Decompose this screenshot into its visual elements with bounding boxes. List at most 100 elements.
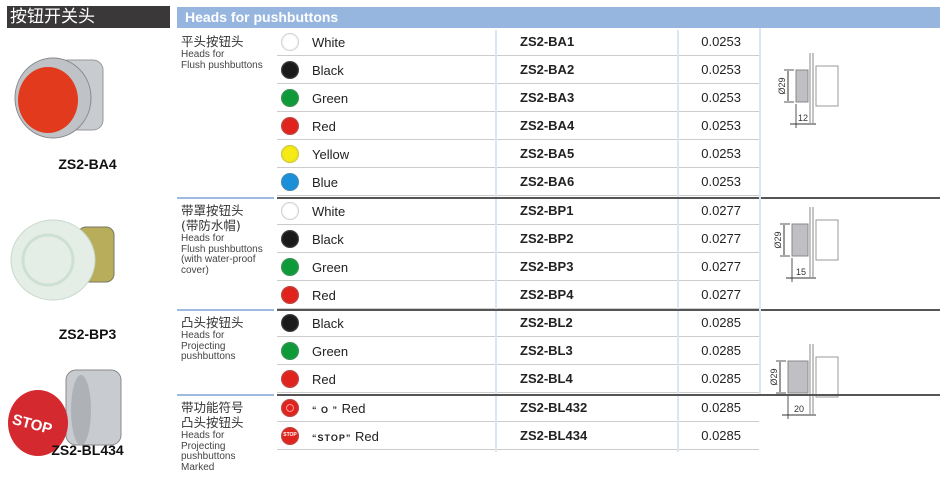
o-symbol-icon: [286, 404, 294, 412]
weight-value: 0.0277: [701, 231, 741, 246]
color-swatch-icon: [281, 173, 299, 191]
color-name: Green: [312, 344, 349, 359]
color-name: Green: [312, 91, 349, 106]
weight-value: 0.0285: [701, 371, 741, 386]
group-divider: [177, 197, 274, 199]
group-label: 凸头按钮头 Heads for Projecting pushbuttons: [181, 315, 279, 363]
column-divider: [495, 311, 497, 394]
color-swatch-icon: [281, 202, 299, 220]
color-swatch-icon: [281, 314, 299, 332]
group-label: 平头按钮头 Heads for Flush pushbuttons: [181, 34, 279, 71]
color-name: Black: [312, 232, 344, 247]
table-row: Red ZS2-BL4 0.0285: [277, 365, 759, 393]
table-row: “ O ” Red ZS2-BL432 0.0285: [277, 394, 759, 422]
group-divider: [277, 197, 940, 199]
color-label: Green: [312, 260, 348, 275]
group-title-en: Heads for Flush pushbuttons: [181, 49, 263, 71]
group: 带罩按钮头 (带防水帽) Heads for Flush pushbuttons …: [177, 197, 940, 311]
color-name: Black: [312, 63, 344, 78]
table-row: STOP “STOP” Red ZS2-BL434 0.0285: [277, 422, 759, 450]
color-label: Black: [312, 232, 344, 247]
group-title-cn: 带罩按钮头 (带防水帽): [181, 203, 244, 233]
color-name: Red: [354, 429, 379, 444]
weight-value: 0.0253: [701, 174, 741, 189]
table-row: Black ZS2-BP2 0.0277: [277, 225, 759, 253]
model-code: ZS2-BA1: [520, 34, 575, 49]
color-swatch-icon: [281, 399, 299, 417]
color-name: Red: [312, 372, 336, 387]
product-zs2-bl434: STOP ZS2-BL434: [0, 360, 175, 500]
marking-label: “ O ”: [312, 405, 339, 415]
model-code: ZS2-BL432: [520, 400, 588, 415]
color-label: Red: [312, 119, 336, 134]
column-divider: [495, 199, 497, 309]
dimension-drawing: Ø29 15: [773, 207, 839, 282]
color-name: Yellow: [312, 147, 350, 162]
color-label: Blue: [312, 175, 338, 190]
weight-value: 0.0277: [701, 259, 741, 274]
column-divider: [759, 28, 761, 197]
model-code: ZS2-BP1: [520, 203, 574, 218]
covered-pushbutton-image: [10, 219, 115, 301]
model-code: ZS2-BP2: [520, 231, 574, 246]
flush-pushbutton-image: [14, 57, 104, 139]
color-swatch-icon: [281, 117, 299, 135]
length-label: 20: [794, 404, 804, 414]
table-row: Blue ZS2-BA6 0.0253: [277, 168, 759, 196]
color-swatch-icon: [281, 342, 299, 360]
color-name: White: [312, 204, 346, 219]
weight-value: 0.0253: [701, 146, 741, 161]
group-title-en: Heads for Projecting pushbuttons: [181, 330, 236, 362]
section-header: Heads for pushbuttons: [177, 7, 940, 28]
model-code: ZS2-BL4: [520, 371, 573, 386]
model-code: ZS2-BP4: [520, 287, 574, 302]
weight-value: 0.0285: [701, 400, 741, 415]
model-code: ZS2-BL434: [520, 428, 588, 443]
product-zs2-ba4: ZS2-BA4: [0, 40, 175, 180]
length-label: 12: [798, 113, 808, 123]
group-title-en: Heads for Projecting pushbuttons Marked: [181, 430, 236, 473]
table-row: Green ZS2-BL3 0.0285: [277, 337, 759, 365]
color-label: White: [312, 204, 345, 219]
weight-value: 0.0285: [701, 315, 741, 330]
color-name: Black: [312, 316, 344, 331]
group-label: 带罩按钮头 (带防水帽) Heads for Flush pushbuttons …: [181, 203, 279, 276]
table-row: White ZS2-BP1 0.0277: [277, 197, 759, 225]
product-code: ZS2-BP3: [58, 326, 117, 342]
color-label: “STOP” Red: [312, 429, 379, 444]
stop-symbol-icon: STOP: [283, 432, 297, 438]
column-divider: [677, 199, 679, 311]
column-divider: [495, 30, 497, 197]
color-label: Red: [312, 372, 336, 387]
model-code: ZS2-BA5: [520, 146, 575, 161]
color-label: Green: [312, 344, 348, 359]
color-swatch-icon: [281, 258, 299, 276]
product-zs2-bp3: ZS2-BP3: [0, 205, 175, 345]
dimension-drawing: Ø29 20: [769, 344, 839, 419]
group-label: 带功能符号 凸头按钮头 Heads for Projecting pushbutt…: [181, 400, 279, 473]
color-swatch-icon: [281, 61, 299, 79]
color-label: White: [312, 35, 345, 50]
color-label: Red: [312, 288, 336, 303]
weight-value: 0.0277: [701, 287, 741, 302]
color-swatch-icon: [281, 33, 299, 51]
group-divider: [277, 309, 940, 311]
weight-value: 0.0285: [701, 428, 741, 443]
group-divider: [177, 394, 274, 396]
table-row: Black ZS2-BA2 0.0253: [277, 56, 759, 84]
model-code: ZS2-BA6: [520, 174, 575, 189]
color-label: Black: [312, 316, 344, 331]
weight-value: 0.0285: [701, 343, 741, 358]
model-code: ZS2-BL3: [520, 343, 573, 358]
weight-value: 0.0253: [701, 34, 741, 49]
model-code: ZS2-BP3: [520, 259, 574, 274]
column-divider: [677, 311, 679, 396]
table-row: Yellow ZS2-BA5 0.0253: [277, 140, 759, 168]
column-divider: [677, 396, 679, 452]
length-label: 15: [796, 267, 806, 277]
color-name: Red: [341, 401, 366, 416]
dimension-drawing: Ø29 12: [777, 53, 839, 128]
column-divider: [495, 396, 497, 452]
column-divider: [759, 197, 761, 309]
weight-value: 0.0253: [701, 118, 741, 133]
